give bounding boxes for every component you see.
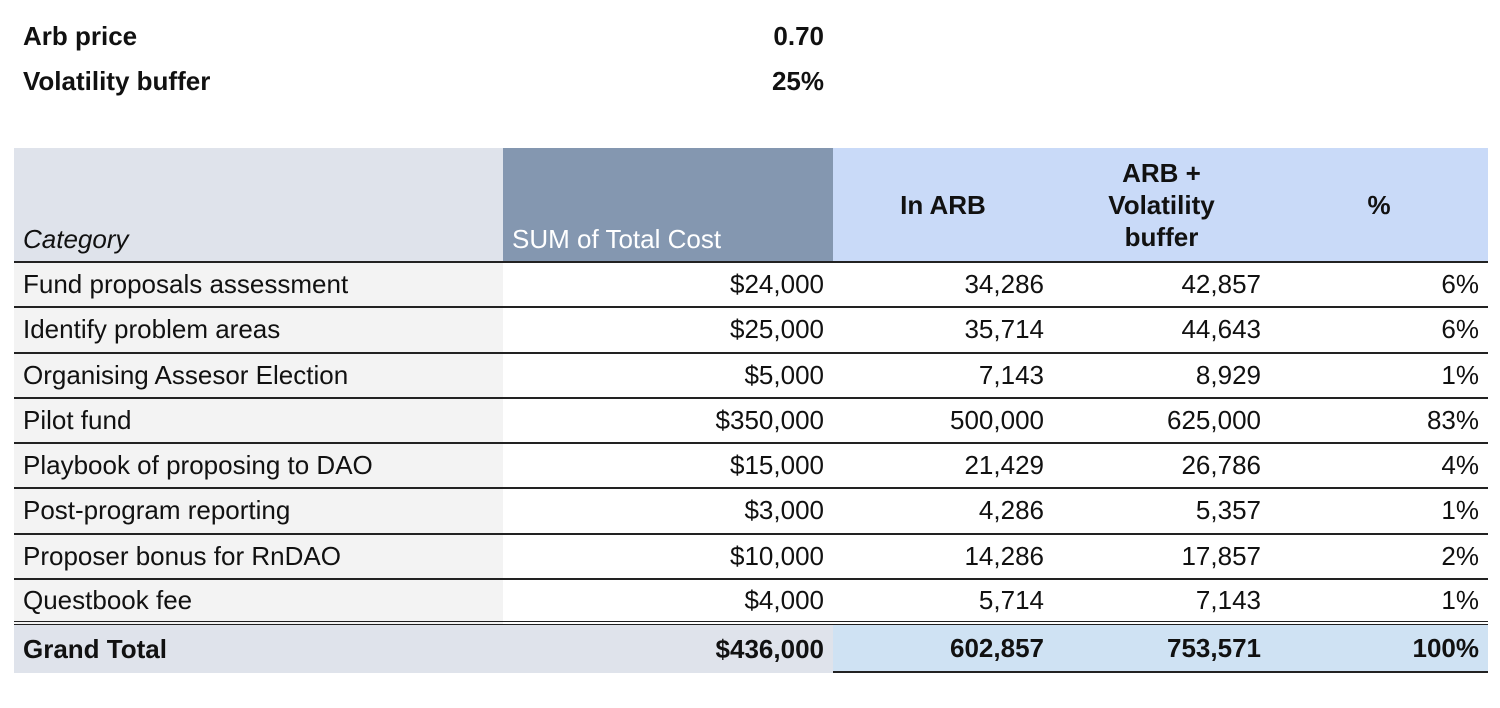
table-cell: 42,857 bbox=[1053, 263, 1270, 309]
table-cell: $350,000 bbox=[503, 399, 833, 444]
table-cell: Post-program reporting bbox=[14, 489, 503, 535]
total-cell: $436,000 bbox=[503, 625, 833, 673]
header-cell: In ARB bbox=[833, 148, 1053, 263]
table-cell: Fund proposals assessment bbox=[14, 263, 503, 309]
param-label: Arb price bbox=[23, 20, 138, 51]
total-cell: 602,857 bbox=[833, 625, 1053, 673]
table-cell: 6% bbox=[1270, 308, 1488, 354]
table-cell: 35,714 bbox=[833, 308, 1053, 354]
table-cell: 625,000 bbox=[1053, 399, 1270, 444]
table-cell: 500,000 bbox=[833, 399, 1053, 444]
header-cell: SUM of Total Cost bbox=[503, 148, 833, 263]
header-cell: Category bbox=[14, 148, 503, 263]
table-cell: $24,000 bbox=[503, 263, 833, 309]
table-cell: 2% bbox=[1270, 535, 1488, 580]
header-cell: % bbox=[1270, 148, 1488, 263]
total-cell: Grand Total bbox=[14, 625, 503, 673]
table-cell: $15,000 bbox=[503, 444, 833, 490]
table-cell: 1% bbox=[1270, 580, 1488, 625]
table-cell: 17,857 bbox=[1053, 535, 1270, 580]
table-cell: Organising Assesor Election bbox=[14, 353, 503, 399]
table-cell: 1% bbox=[1270, 489, 1488, 535]
total-cell: 100% bbox=[1270, 625, 1488, 673]
table-cell: 26,786 bbox=[1053, 444, 1270, 490]
table-cell: 7,143 bbox=[1053, 580, 1270, 625]
table-cell: Pilot fund bbox=[14, 398, 503, 444]
table-cell: 1% bbox=[1270, 354, 1488, 399]
param-value: 0.70 bbox=[773, 20, 824, 51]
table-cell: 21,429 bbox=[833, 444, 1053, 490]
table-cell: 83% bbox=[1270, 399, 1488, 444]
table-cell: $4,000 bbox=[503, 580, 833, 625]
table-cell: Playbook of proposing to DAO bbox=[14, 444, 503, 490]
param-label: Volatility buffer bbox=[23, 65, 211, 96]
total-cell: 753,571 bbox=[1053, 625, 1270, 673]
table-cell: 7,143 bbox=[833, 354, 1053, 399]
table-cell: Identify problem areas bbox=[14, 308, 503, 354]
table-cell: $10,000 bbox=[503, 535, 833, 580]
table-cell: $25,000 bbox=[503, 308, 833, 354]
table-cell: 6% bbox=[1270, 263, 1488, 309]
table-cell: Proposer bonus for RnDAO bbox=[14, 534, 503, 580]
table-cell: 44,643 bbox=[1053, 308, 1270, 354]
table-cell: $3,000 bbox=[503, 489, 833, 535]
table-cell: Questbook fee bbox=[14, 579, 503, 625]
table-cell: 5,714 bbox=[833, 580, 1053, 625]
table-cell: 4% bbox=[1270, 444, 1488, 490]
table-cell: 8,929 bbox=[1053, 354, 1270, 399]
header-cell: ARB + Volatility buffer bbox=[1053, 148, 1270, 263]
table-cell: 4,286 bbox=[833, 489, 1053, 535]
table-cell: 5,357 bbox=[1053, 489, 1270, 535]
table-cell: $5,000 bbox=[503, 354, 833, 399]
table-cell: 34,286 bbox=[833, 263, 1053, 309]
param-value: 25% bbox=[771, 65, 824, 96]
table-cell: 14,286 bbox=[833, 535, 1053, 580]
